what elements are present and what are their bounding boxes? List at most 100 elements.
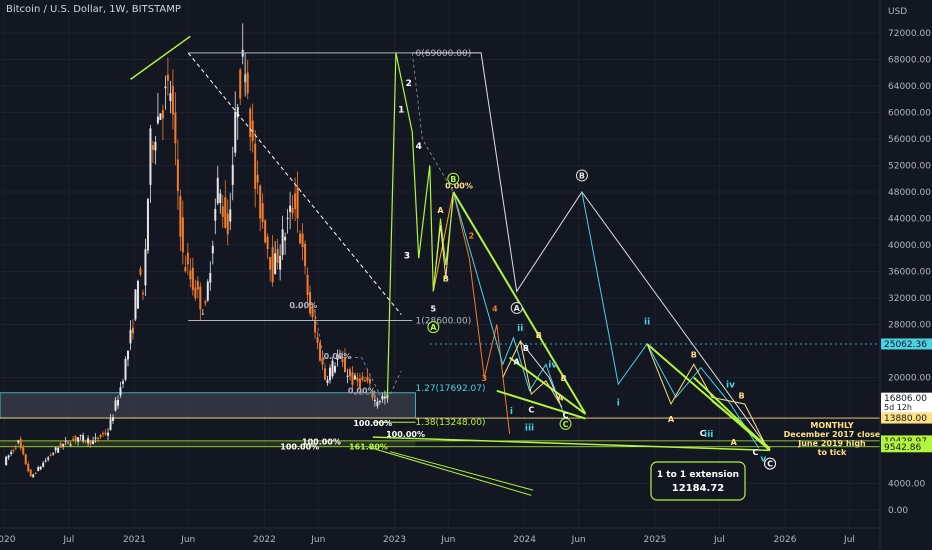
price-tag-0: 25062.36 — [884, 340, 927, 350]
currency-label: USD — [888, 7, 907, 17]
wave-C-white-circle — [764, 457, 777, 470]
y-tick-label: 64000.00 — [888, 82, 931, 92]
wave-iii-cyan: iii — [525, 424, 534, 434]
candle-body — [176, 159, 179, 192]
candle-body — [129, 329, 132, 344]
candle-body — [99, 434, 102, 438]
candle-body — [92, 440, 95, 445]
price-tag-4: 9542.86 — [884, 443, 921, 453]
candle-body — [373, 399, 376, 401]
candle-body — [206, 281, 209, 301]
candle-body — [196, 280, 199, 290]
price-tag-bg-3 — [881, 435, 932, 447]
fib-label-0: 0(69000.00) — [416, 49, 472, 59]
drawings: 0(69000.00) 1(28600.00) 1.27(17692.07) 1.38… — [130, 35, 881, 501]
candle-body — [14, 447, 17, 449]
candle-body — [104, 432, 107, 435]
candle-body — [64, 440, 67, 442]
candle-body — [139, 268, 142, 275]
wave-A-yel4: A — [668, 415, 675, 424]
chart-title: Bitcoin / U.S. Dollar, 1W, BITSTAMP — [6, 4, 181, 15]
candle-body — [381, 395, 384, 400]
green-long-trend — [372, 436, 771, 452]
candle-body — [368, 379, 371, 384]
cyan-cycle-2 — [581, 191, 760, 449]
monthly-note-0: MONTHLY — [810, 421, 853, 430]
wave-4-orange: 4 — [492, 304, 498, 313]
candle-body — [169, 93, 172, 102]
candle-body — [151, 145, 154, 150]
orange-downwave — [452, 191, 511, 434]
candle-body — [156, 116, 159, 124]
wave-3-orange: 3 — [481, 374, 487, 383]
y-tick-label: 28000.00 — [888, 321, 931, 331]
price-tag-bg-1 — [881, 392, 932, 413]
fib-label-138: 1.38(13248.00) — [416, 418, 486, 428]
candle-body — [199, 286, 202, 310]
candle-body — [299, 233, 302, 244]
candle-body — [376, 401, 379, 407]
wave-B-green: B — [450, 175, 456, 184]
fib-label-127: 1.27(17692.07) — [416, 384, 486, 394]
candle-body — [336, 356, 339, 360]
candle-body — [49, 454, 52, 456]
wave-C-sub: C — [528, 406, 534, 415]
wave-A-yellow: A — [437, 206, 444, 215]
x-tick-label: Jul — [843, 535, 855, 545]
candle-body — [231, 164, 234, 185]
green-ext-line-1 — [368, 446, 532, 496]
candle-body — [166, 74, 169, 81]
candle-body — [12, 450, 15, 452]
candle-body — [319, 342, 322, 361]
candle-body — [159, 113, 162, 120]
y-tick-label: 72000.00 — [888, 29, 931, 39]
candle-body — [356, 377, 359, 382]
candle-body — [311, 306, 314, 318]
pct-label-7: 100.00% — [280, 443, 319, 452]
x-tick-label: 2023 — [383, 535, 406, 545]
dash-box-1 — [292, 307, 326, 365]
wave-1: 1 — [398, 106, 404, 116]
candle-body — [189, 270, 192, 280]
candle-body — [301, 233, 304, 247]
y-tick-label: 0.00 — [888, 506, 908, 516]
candle-body — [27, 463, 30, 472]
candle-body — [107, 432, 110, 436]
wave-C-sub3: C — [752, 448, 758, 457]
green-zone — [0, 440, 416, 447]
candle-body — [331, 360, 334, 377]
wave-C-white: C — [767, 460, 773, 469]
price-tag-bg-0 — [881, 338, 932, 350]
candle-body — [353, 375, 356, 380]
candle-body — [87, 438, 90, 444]
yellow-cycle-2 — [646, 343, 769, 451]
candle-body — [361, 376, 364, 380]
candle-body — [214, 209, 217, 221]
wave-ii-cyan: ii — [517, 324, 523, 334]
candle-body — [62, 443, 65, 447]
pct-label-2: 0.00% — [348, 386, 376, 395]
candle-body — [164, 86, 167, 89]
candle-body — [316, 337, 319, 343]
wave-C-green-circle — [559, 417, 572, 430]
yellow-sub-a — [502, 339, 563, 408]
x-tick-label: 2021 — [123, 535, 146, 545]
candle-body — [141, 292, 144, 295]
extension-box — [650, 461, 746, 501]
wave-B-yel4: B — [691, 351, 697, 360]
candle-body — [286, 217, 289, 219]
candle-body — [97, 437, 100, 439]
candle-body — [309, 292, 312, 314]
y-tick-label: 52000.00 — [888, 162, 931, 172]
candle-body — [284, 236, 287, 241]
y-tick-label: 44000.00 — [888, 215, 931, 225]
candle-body — [371, 393, 374, 398]
extension-title: 1 to 1 extension — [657, 470, 739, 480]
pct-label-0: 0.00% — [289, 301, 317, 310]
candle-body — [7, 455, 10, 458]
wave-4: 4 — [416, 142, 422, 152]
candle-body — [52, 453, 55, 455]
x-tick-label: 2026 — [774, 535, 797, 545]
